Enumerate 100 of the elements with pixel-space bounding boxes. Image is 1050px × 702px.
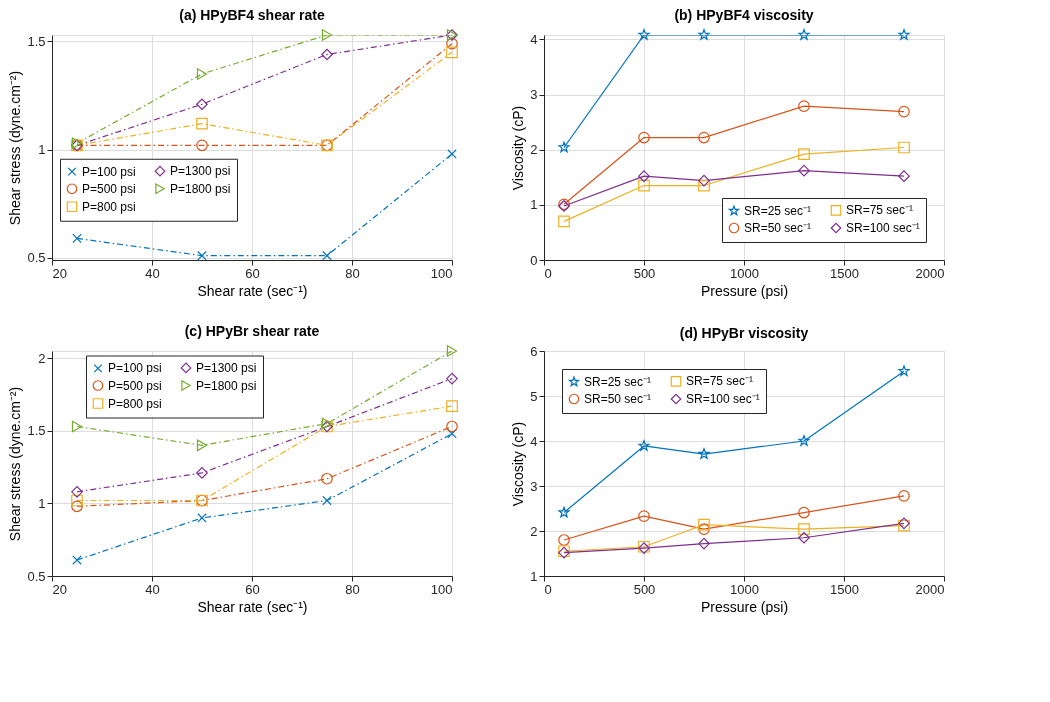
point [798,164,810,177]
point [798,523,810,536]
point [558,534,570,546]
y-tick-label: 4 [530,31,538,47]
point [638,29,650,40]
x-tick-label: 0 [544,265,552,281]
point [898,490,910,502]
y-tick-label: 1 [530,568,538,584]
y-tick-label: 1 [38,495,46,511]
x-tick-label: 1500 [830,265,859,281]
point [698,29,710,40]
point [638,131,650,144]
point [558,506,570,518]
y-tick-label: 1.5 [27,33,46,49]
legend-label: SR=100 sec⁻¹ [846,221,920,235]
chart-title: (d) HPyBr viscosity [679,325,809,341]
point [898,105,910,118]
y-axis-title: Viscosity (cP) [510,421,527,507]
point [638,440,650,451]
x-tick-label: 20 [52,581,67,597]
legend-label: P=800 psi [108,396,162,411]
x-tick-label: 500 [633,581,656,597]
x-axis-title: Pressure (psi) [700,282,789,299]
x-tick-label: 100 [430,581,453,597]
y-tick-label: 1 [530,197,538,213]
x-tick-label: 0 [544,581,552,597]
legend-label: P=100 psi [82,164,136,179]
y-tick-label: 5 [530,388,538,404]
point [698,179,710,192]
legend-label: SR=25 sec⁻¹ [744,203,812,218]
x-tick-label: 60 [245,581,260,597]
x-tick-label: 20 [52,265,67,281]
legend-label: SR=50 sec⁻¹ [584,392,652,406]
point [898,141,910,154]
point [798,506,810,519]
x-tick-label: 2000 [915,265,945,281]
point [698,537,710,550]
legend-label: SR=25 sec⁻¹ [584,374,652,389]
point [898,29,910,40]
legend-label: SR=50 sec⁻¹ [744,221,812,235]
y-tick-label: 3 [530,87,538,103]
point [898,365,910,377]
x-tick-label: 80 [345,265,360,281]
legend-label: P=500 psi [82,181,136,196]
x-axis-title: Pressure (psi) [700,598,789,615]
y-tick-label: 3 [530,478,538,494]
point [798,435,810,446]
x-axis-title: Shear rate (sec⁻¹) [197,282,308,299]
y-tick-label: 0.5 [27,568,46,584]
point [638,179,650,192]
point [698,131,710,144]
y-tick-label: 2 [530,142,538,158]
x-axis-title: Shear rate (sec⁻¹) [197,598,308,615]
y-tick-label: 2 [38,350,46,366]
x-tick-label: 1000 [730,265,759,281]
x-tick-label: 500 [633,265,656,281]
point [798,100,810,112]
y-axis-title: Viscosity (cP) [510,105,527,191]
x-tick-label: 80 [345,581,360,597]
y-tick-label: 0.5 [27,250,46,266]
legend-label: P=100 psi [108,361,162,376]
point [558,141,570,153]
legend-label: P=1300 psi [170,164,231,179]
y-axis-title: Shear stress (dyne.cm⁻²) [7,386,24,542]
y-tick-label: 1.5 [27,423,46,439]
legend-label: P=1800 psi [196,378,257,393]
y-tick-label: 6 [530,343,538,359]
x-tick-label: 40 [145,265,160,281]
legend-label: P=1800 psi [170,181,231,196]
legend-label: P=1300 psi [196,360,257,375]
y-axis-title: Shear stress (dyne.cm⁻²) [7,70,24,226]
point [898,170,910,183]
legend-label: SR=100 sec⁻¹ [686,392,760,406]
point [638,170,650,183]
legend-label: P=800 psi [82,199,136,214]
x-tick-label: 1000 [730,581,759,597]
x-tick-label: 1500 [830,581,859,597]
point [698,523,710,536]
point [698,518,710,531]
y-tick-label: 0 [530,252,538,268]
x-tick-label: 2000 [915,581,945,597]
point [798,148,810,160]
legend-label: SR=75 sec⁻¹ [686,374,754,389]
point [798,29,810,40]
legend-label: P=500 psi [108,378,162,393]
chart-title: (c) HPyBr shear rate [184,323,320,340]
point [798,531,810,544]
legend-label: SR=75 sec⁻¹ [846,203,914,218]
chart-title: (a) HPyBF4 shear rate [179,7,325,24]
point [558,215,570,228]
point [638,510,650,522]
x-tick-label: 100 [430,265,453,281]
y-tick-label: 2 [530,523,538,539]
chart-title: (b) HPyBF4 viscosity [674,7,814,24]
x-tick-label: 40 [145,581,160,597]
y-tick-label: 1 [38,142,46,158]
point [698,174,710,187]
point [698,448,710,459]
y-tick-label: 4 [530,433,538,449]
x-tick-label: 60 [245,265,260,281]
